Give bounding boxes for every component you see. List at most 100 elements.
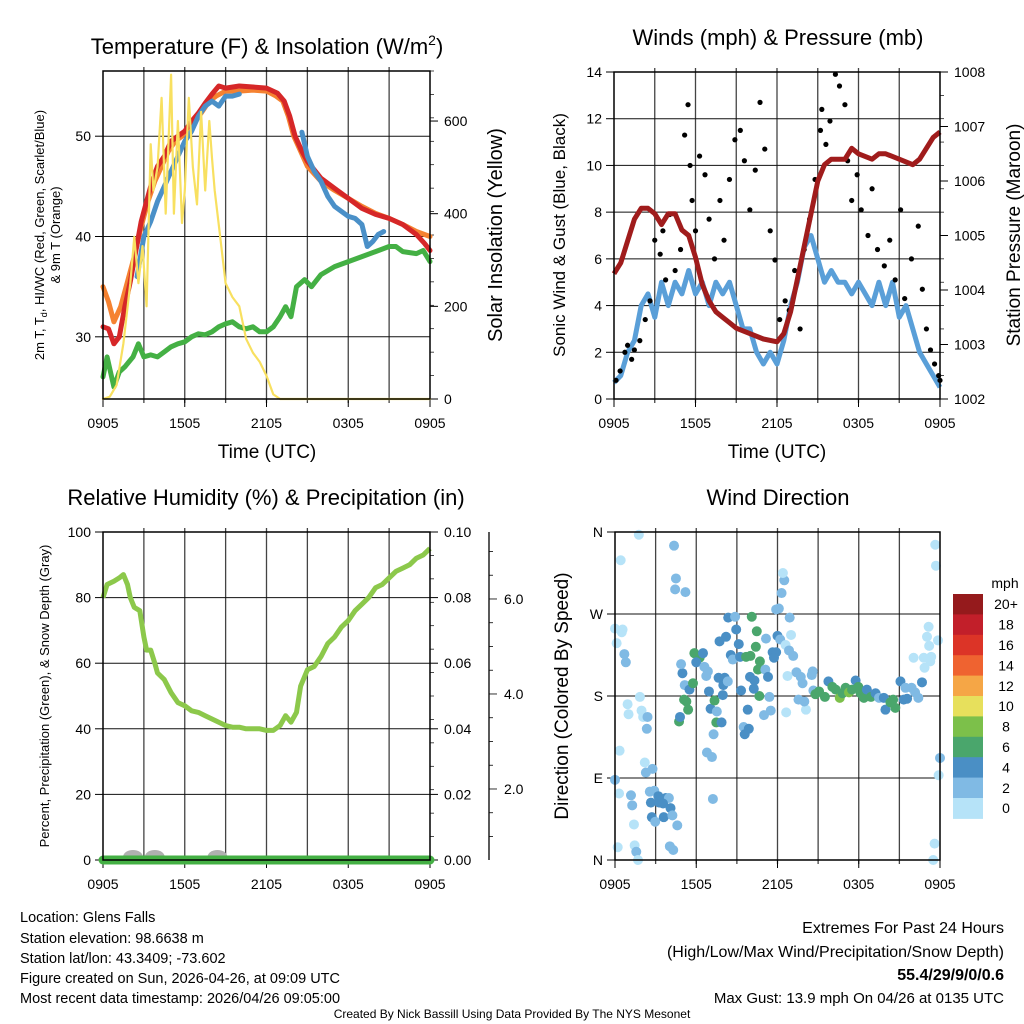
wind-direction-point [784,612,795,623]
y-tick-label: 60 [75,655,91,671]
colorbar-label: 18 [998,617,1014,633]
x-tick-label: 0905 [924,876,955,892]
right-y-tick-label: 0.10 [444,524,471,540]
gust-point [637,338,643,344]
right-y-tick-label: 0.02 [444,786,471,802]
wind-direction-point [647,763,658,774]
wind-direction-point [773,603,784,614]
gust-point [629,356,635,362]
colorbar-bin [953,798,983,819]
snow-depth-tick-label: 4.0 [504,686,524,702]
colorbar-bin [953,614,983,636]
latlon-text: Station lat/lon: 43.3409; -73.602 [20,951,226,967]
right-y-tick-label: 0.06 [444,655,471,671]
gust-point [898,207,904,213]
wind-direction-point [619,649,630,660]
gust-point [672,267,678,274]
gust-point [817,127,824,133]
wind-direction-point [781,707,792,718]
solar-ylabel: Solar Insolation (Yellow) [485,128,507,342]
gust-point [726,176,733,183]
wind-direction-point [930,560,941,571]
wind-direction-point [612,842,623,853]
x-tick-label: 0305 [333,876,364,892]
temperature-chart-title: Temperature (F) & Insolation (W/m2) [91,32,444,59]
wind-direction-point [925,656,936,667]
y-tick-label: 100 [68,524,92,540]
wind-direction-point [776,588,787,599]
gust-point [792,267,798,274]
colorbar-label: 10 [998,698,1014,714]
recent-data-text: Most recent data timestamp: 2026/04/26 0… [20,991,340,1007]
wind-direction-point [782,670,793,681]
wind-direction-point [625,790,636,801]
x-tick-label: 0905 [87,415,118,431]
wind-direction-point [742,704,753,715]
y-tick-label: 30 [75,329,91,345]
wind-direction-point [788,650,799,661]
gust-point [663,277,669,283]
gust-point [696,153,703,159]
wind-direction-point [765,705,776,716]
plot-0: 30 40 50 0905 1505 2105 0305 0905 0 200 400 600 [75,67,468,431]
max-gust-text: Max Gust: 13.9 mph On 04/26 at 0135 UTC [714,990,1004,1007]
colorbar-label: 4 [1002,759,1010,775]
right-y-tick-label: 200 [444,298,468,314]
gust-point [647,298,653,304]
wind-direction-point [658,812,669,823]
wind-direction-point [736,685,747,696]
x-tick-label: 1505 [681,876,712,892]
temperature-ylabel-line2: & 9m T (Orange) [48,186,63,283]
wind-direction-point [708,729,719,740]
right-y-tick-label: 0 [444,391,452,407]
y-tick-label: S [594,688,603,704]
colorbar-label: 12 [998,678,1014,694]
wind-direction-point [622,699,633,710]
x-tick-label: 0905 [414,415,445,431]
colorbar-title: mph [991,575,1018,591]
gust-point [869,186,875,192]
wind-direction-point [676,659,687,670]
y-tick-label: 10 [586,157,602,173]
x-tick-label: 0305 [843,415,874,431]
gust-point [717,197,723,204]
right-y-tick-label: 0.08 [444,590,471,606]
right-y-tick-label: 1008 [954,64,985,80]
gust-point [819,106,825,112]
wind-direction-point [760,633,771,644]
gust-point [854,172,860,178]
wind-direction-point [807,666,818,677]
wind-direction-chart-title: Wind Direction [706,485,849,510]
y-tick-label: 0 [594,391,602,407]
wind-direction-point [763,671,774,682]
wind-direction-point [698,648,709,659]
wind-direction-point [753,664,763,675]
gust-point [767,228,773,234]
pressure-line [611,130,942,345]
gust-point [827,118,833,124]
gust-point [902,295,908,302]
gust-point [931,361,938,367]
wind-direction-point [932,635,943,646]
wind-direction-point [702,666,713,677]
wind-direction-point [614,745,625,756]
wind-direction-point [667,810,678,821]
wind-direction-point [933,770,944,781]
gust-point [842,102,848,108]
right-y-tick-label: 1007 [954,119,985,135]
gust-point [887,237,893,243]
y-tick-label: 0 [83,852,91,868]
colorbar-label: 6 [1002,739,1010,755]
extremes-title: Extremes For Past 24 Hours [802,920,1004,937]
colorbar-bin [953,594,983,615]
wind-direction-point [786,629,797,640]
wind-direction-point [923,621,934,632]
gust-point [919,286,925,292]
location-text: Location: Glens Falls [20,910,155,926]
created-text: Figure created on Sun, 2026-04-26, at 09… [20,971,340,987]
relative-humidity-line [100,546,432,733]
wind-direction-point [711,706,722,717]
wind-direction-point [620,657,631,668]
x-tick-label: 0305 [843,876,874,892]
